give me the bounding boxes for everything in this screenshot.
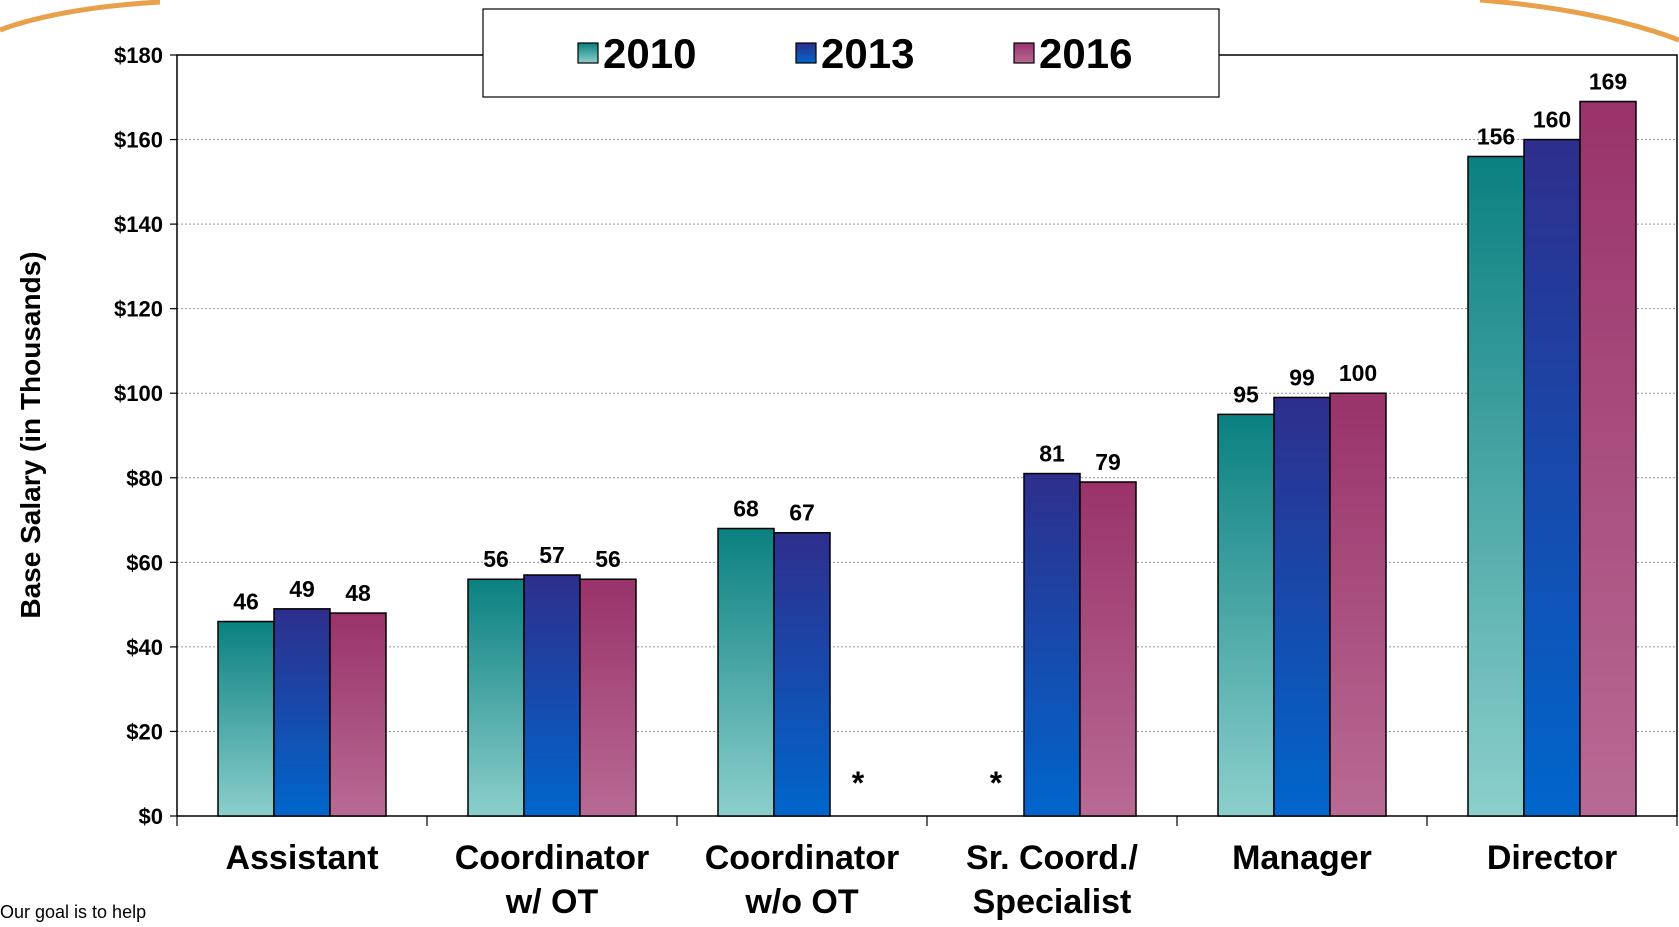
bar — [329, 612, 387, 817]
x-tick-label: Coordinator — [455, 839, 650, 877]
x-tick-label: w/o OT — [744, 883, 859, 921]
x-tick-label: Sr. Coord./ — [966, 839, 1138, 877]
bar — [1023, 472, 1081, 817]
legend-swatch — [795, 42, 817, 64]
bar — [1467, 155, 1525, 817]
value-label: 57 — [539, 542, 565, 568]
value-label: 49 — [289, 576, 315, 602]
x-tick-label: Coordinator — [705, 839, 900, 877]
value-label: 81 — [1039, 441, 1065, 467]
value-label: 95 — [1233, 381, 1259, 407]
decoration — [1479, 0, 1679, 43]
value-label: 56 — [595, 546, 621, 572]
legend-box — [482, 8, 1220, 98]
y-tick-label: $180 — [114, 43, 163, 68]
x-tick-label: Director — [1487, 839, 1617, 877]
bar — [1079, 481, 1137, 817]
value-label: 68 — [733, 496, 759, 522]
footer-text: Our goal is to help — [0, 902, 146, 922]
value-label: * — [990, 765, 1003, 801]
y-tick-label: $60 — [126, 550, 163, 575]
legend-label: 2013 — [821, 30, 914, 77]
value-label: 156 — [1477, 123, 1515, 149]
bar — [1273, 396, 1331, 817]
legend-swatch — [577, 42, 599, 64]
value-label: 169 — [1589, 69, 1627, 95]
bar — [273, 608, 331, 817]
y-tick-label: $40 — [126, 635, 163, 660]
value-label: 79 — [1095, 449, 1121, 475]
legend-label: 2010 — [603, 30, 696, 77]
plot-frame — [176, 54, 1678, 817]
bar — [1217, 413, 1275, 817]
value-label: 67 — [789, 500, 815, 526]
legend-swatch — [1013, 42, 1035, 64]
value-label: 56 — [483, 546, 509, 572]
bar — [217, 620, 275, 817]
bar — [523, 574, 581, 817]
bar — [1579, 100, 1637, 817]
bar — [579, 578, 637, 817]
x-tick-label: w/ OT — [505, 883, 599, 921]
value-label: 46 — [233, 589, 259, 615]
bar — [1523, 138, 1581, 817]
legend-label: 2016 — [1039, 30, 1132, 77]
decoration — [0, 0, 161, 33]
y-tick-label: $120 — [114, 297, 163, 322]
bar — [717, 527, 775, 817]
bar — [773, 531, 831, 817]
bar — [1329, 392, 1387, 817]
x-tick-label: Manager — [1232, 839, 1372, 877]
value-label: 160 — [1533, 107, 1571, 133]
value-label: 100 — [1339, 360, 1377, 386]
value-label: 99 — [1289, 364, 1315, 390]
y-axis-label: Base Salary (in Thousands) — [15, 251, 46, 618]
y-tick-label: $160 — [114, 128, 163, 153]
y-tick-label: $140 — [114, 212, 163, 237]
value-label: * — [852, 765, 865, 801]
y-tick-label: $100 — [114, 381, 163, 406]
bar — [467, 578, 525, 817]
x-tick-label: Assistant — [225, 839, 378, 877]
y-tick-label: $80 — [126, 466, 163, 491]
x-tick-label: Specialist — [973, 883, 1132, 921]
y-tick-label: $20 — [126, 719, 163, 744]
y-tick-label: $0 — [139, 804, 163, 829]
value-label: 48 — [345, 580, 371, 606]
